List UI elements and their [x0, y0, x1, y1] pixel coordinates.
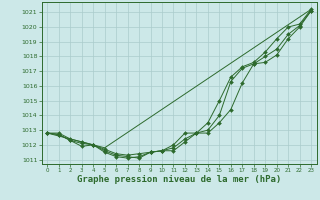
X-axis label: Graphe pression niveau de la mer (hPa): Graphe pression niveau de la mer (hPa)	[77, 175, 281, 184]
